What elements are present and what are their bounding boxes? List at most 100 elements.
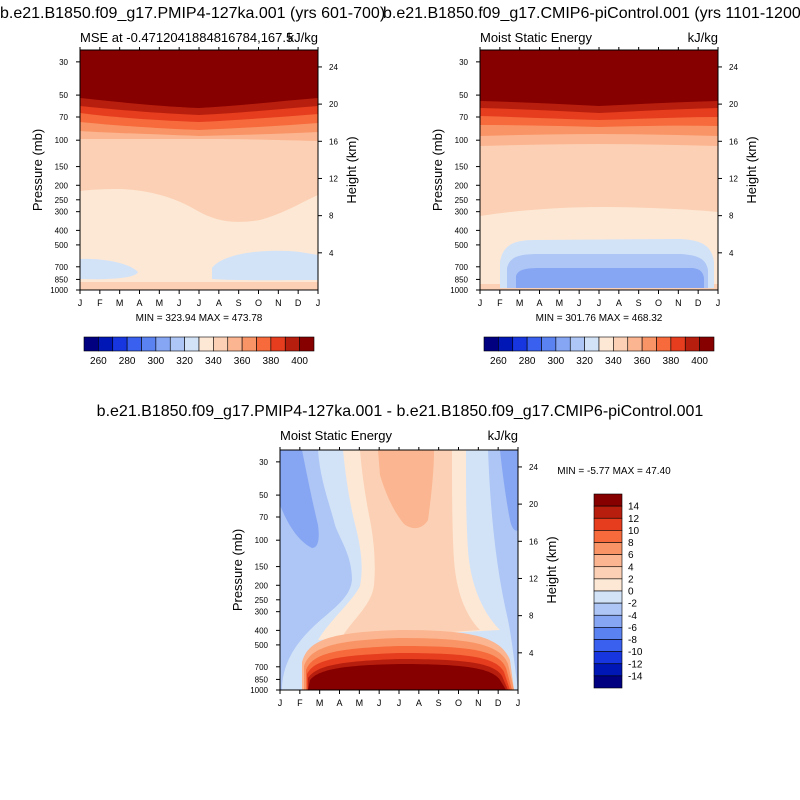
colorbar-label: 12 [628, 514, 640, 525]
y-tick-label: 100 [55, 136, 69, 145]
y-tick-label: 250 [255, 596, 269, 605]
y2-tick-label: 4 [329, 249, 334, 258]
x-tick-label: J [516, 698, 521, 708]
colorbar-swatch [656, 336, 672, 352]
y-tick-label: 70 [259, 513, 268, 522]
y2-axis-label: Height (km) [544, 536, 559, 603]
colorbar-label: 400 [691, 356, 708, 367]
colorbar-swatch [112, 336, 128, 352]
x-tick-label: A [136, 298, 142, 308]
x-tick-label: M [516, 298, 524, 308]
panel-2-units: kJ/kg [688, 30, 718, 45]
x-tick-label: M [316, 698, 324, 708]
x-tick-label: M [556, 298, 564, 308]
colorbar-swatch [184, 336, 200, 352]
y-tick-label: 300 [55, 208, 69, 217]
y-tick-label: 200 [455, 181, 469, 190]
x-tick-label: J [316, 298, 321, 308]
colorbar-swatch [284, 336, 300, 352]
y2-tick-label: 24 [729, 63, 738, 72]
panel-1-contour-band [80, 258, 138, 280]
colorbar-swatch [526, 336, 542, 352]
panel-2-colorbar: 260 280 300 320 340 360 380 400 [483, 336, 715, 367]
colorbar-swatch [593, 590, 623, 604]
panel-1: b.e21.B1850.f09_g17.PMIP4-127ka.001 (yrs… [0, 5, 385, 367]
colorbar-swatch [593, 675, 623, 689]
colorbar-swatch [593, 530, 623, 543]
colorbar-swatch [593, 505, 623, 519]
y-tick-label: 500 [55, 241, 69, 250]
colorbar-label: 280 [119, 356, 136, 367]
colorbar-swatch [593, 614, 623, 628]
x-tick-label: M [116, 298, 124, 308]
colorbar-swatch [198, 336, 214, 352]
x-tick-label: J [177, 298, 182, 308]
colorbar-label: 340 [205, 356, 222, 367]
colorbar-label: -2 [628, 599, 637, 610]
y2-axis-label: Height (km) [744, 136, 759, 203]
colorbar-label: 300 [148, 356, 165, 367]
colorbar-swatch [227, 336, 243, 352]
y2-axis-label: Height (km) [344, 136, 359, 203]
x-tick-label: S [436, 698, 442, 708]
colorbar-label: 320 [576, 356, 593, 367]
panel-3-contour-band [500, 450, 518, 531]
colorbar-label: 14 [628, 502, 640, 513]
y-tick-label: 400 [55, 226, 69, 235]
y-tick-label: 50 [459, 91, 468, 100]
panel-3: b.e21.B1850.f09_g17.PMIP4-127ka.001 - b.… [97, 403, 704, 708]
panel-3-contour-band [308, 664, 506, 690]
x-tick-label: O [455, 698, 462, 708]
y-tick-label: 1000 [50, 286, 68, 295]
colorbar-swatch [555, 336, 571, 352]
y-tick-label: 100 [455, 136, 469, 145]
y2-tick-label: 16 [329, 137, 338, 146]
y-tick-label: 700 [55, 263, 69, 272]
y-tick-label: 400 [455, 226, 469, 235]
y-tick-label: 30 [59, 58, 68, 67]
panel-3-stats: MIN = -5.77 MAX = 47.40 [557, 466, 671, 477]
colorbar-swatch [699, 336, 715, 352]
y-tick-label: 400 [255, 626, 269, 635]
colorbar-swatch [670, 336, 686, 352]
y-tick-label: 50 [59, 91, 68, 100]
colorbar-label: -6 [628, 623, 637, 634]
colorbar-label: 380 [663, 356, 680, 367]
panel-2-contours [480, 50, 718, 290]
y-tick-label: 30 [459, 58, 468, 67]
y2-tick-label: 12 [529, 574, 538, 583]
colorbar-label: 360 [234, 356, 251, 367]
colorbar-label: 360 [634, 356, 651, 367]
y2-tick-label: 24 [529, 463, 538, 472]
colorbar-swatch [498, 336, 514, 352]
y-tick-label: 500 [255, 641, 269, 650]
colorbar-label: 10 [628, 526, 640, 537]
colorbar-swatch [483, 336, 499, 352]
x-tick-label: A [216, 298, 222, 308]
panel-3-axes: J F M A M J J A S O N D J 30 50 70 100 150 200 250 300 400 500… [230, 447, 559, 708]
y-tick-label: 50 [259, 491, 268, 500]
colorbar-swatch [598, 336, 614, 352]
panel-2: b.e21.B1850.f09_g17.CMIP6-piControl.001 … [383, 5, 800, 367]
panel-1-axes: J F M A M J J A S O N D J 30 50 70 100 150 200 250 300 400 500… [30, 47, 359, 308]
y-tick-label: 250 [455, 196, 469, 205]
colorbar-swatch [593, 663, 623, 677]
x-tick-label: N [275, 298, 282, 308]
y-tick-label: 1000 [450, 286, 468, 295]
colorbar-swatch [155, 336, 171, 352]
y-tick-label: 700 [455, 263, 469, 272]
x-tick-label: N [675, 298, 682, 308]
colorbar-swatch [641, 336, 657, 352]
y-tick-label: 500 [455, 241, 469, 250]
y-tick-label: 150 [455, 163, 469, 172]
x-tick-label: O [655, 298, 662, 308]
panel-2-contour-band [480, 50, 718, 106]
colorbar-swatch [98, 336, 114, 352]
panel-1-units: kJ/kg [288, 30, 318, 45]
panel-2-contour-band [516, 268, 704, 288]
y-tick-label: 70 [59, 113, 68, 122]
panel-3-contour-band [340, 450, 480, 640]
x-tick-label: J [278, 698, 283, 708]
y-tick-label: 100 [255, 536, 269, 545]
